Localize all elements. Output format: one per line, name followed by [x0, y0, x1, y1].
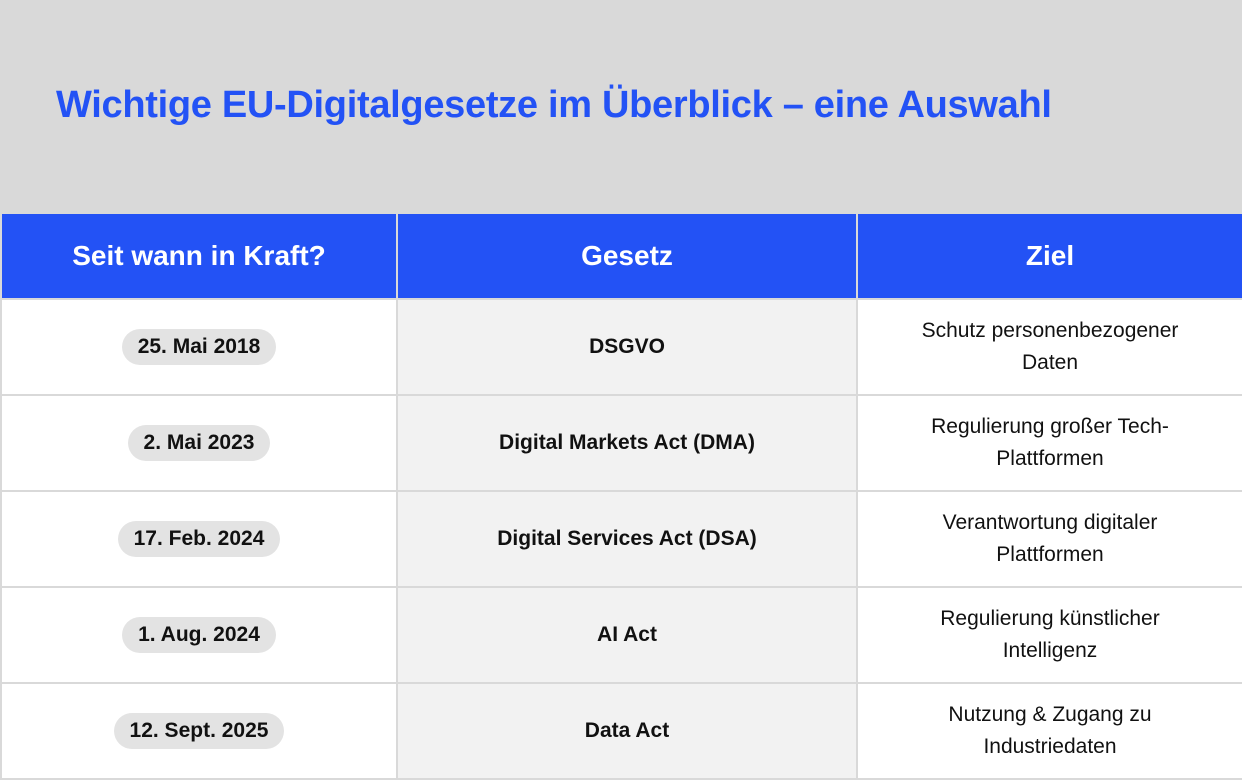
goal-cell: Nutzung & Zugang zu Industriedaten: [856, 682, 1242, 780]
date-badge: 2. Mai 2023: [127, 425, 271, 461]
page-title: Wichtige EU-Digitalgesetze im Überblick …: [56, 84, 1052, 126]
header-date: Seit wann in Kraft?: [0, 212, 398, 300]
header-goal: Ziel: [856, 212, 1242, 300]
goal-cell: Regulierung künstlicher Intelligenz: [856, 586, 1242, 684]
law-cell: Digital Services Act (DSA): [396, 490, 858, 588]
table-row: 17. Feb. 2024 Digital Services Act (DSA) V…: [0, 490, 1242, 588]
goal-cell: Regulierung großer Tech-Plattformen: [856, 394, 1242, 492]
law-cell: DSGVO: [396, 298, 858, 396]
goal-cell: Schutz personenbezogener Daten: [856, 298, 1242, 396]
goal-cell: Verantwortung digitaler Plattformen: [856, 490, 1242, 588]
table-row: 25. Mai 2018 DSGVO Schutz personenbezogene…: [0, 298, 1242, 396]
law-cell: Data Act: [396, 682, 858, 780]
law-cell: AI Act: [396, 586, 858, 684]
law-cell: Digital Markets Act (DMA): [396, 394, 858, 492]
date-badge: 12. Sept. 2025: [113, 713, 285, 749]
date-badge: 1. Aug. 2024: [122, 617, 276, 653]
table-row: 2. Mai 2023 Digital Markets Act (DMA) Regu…: [0, 394, 1242, 492]
date-badge: 17. Feb. 2024: [117, 521, 281, 557]
header-law: Gesetz: [396, 212, 858, 300]
table-row: 1. Aug. 2024 AI Act Regulierung künstliche…: [0, 586, 1242, 684]
date-badge: 25. Mai 2018: [121, 329, 277, 365]
table-header-row: Seit wann in Kraft? Gesetz Ziel: [0, 212, 1242, 300]
table-row: 12. Sept. 2025 Data Act Nutzung & Zugang z…: [0, 682, 1242, 780]
laws-table: Seit wann in Kraft? Gesetz Ziel 25. Mai …: [0, 212, 1242, 780]
